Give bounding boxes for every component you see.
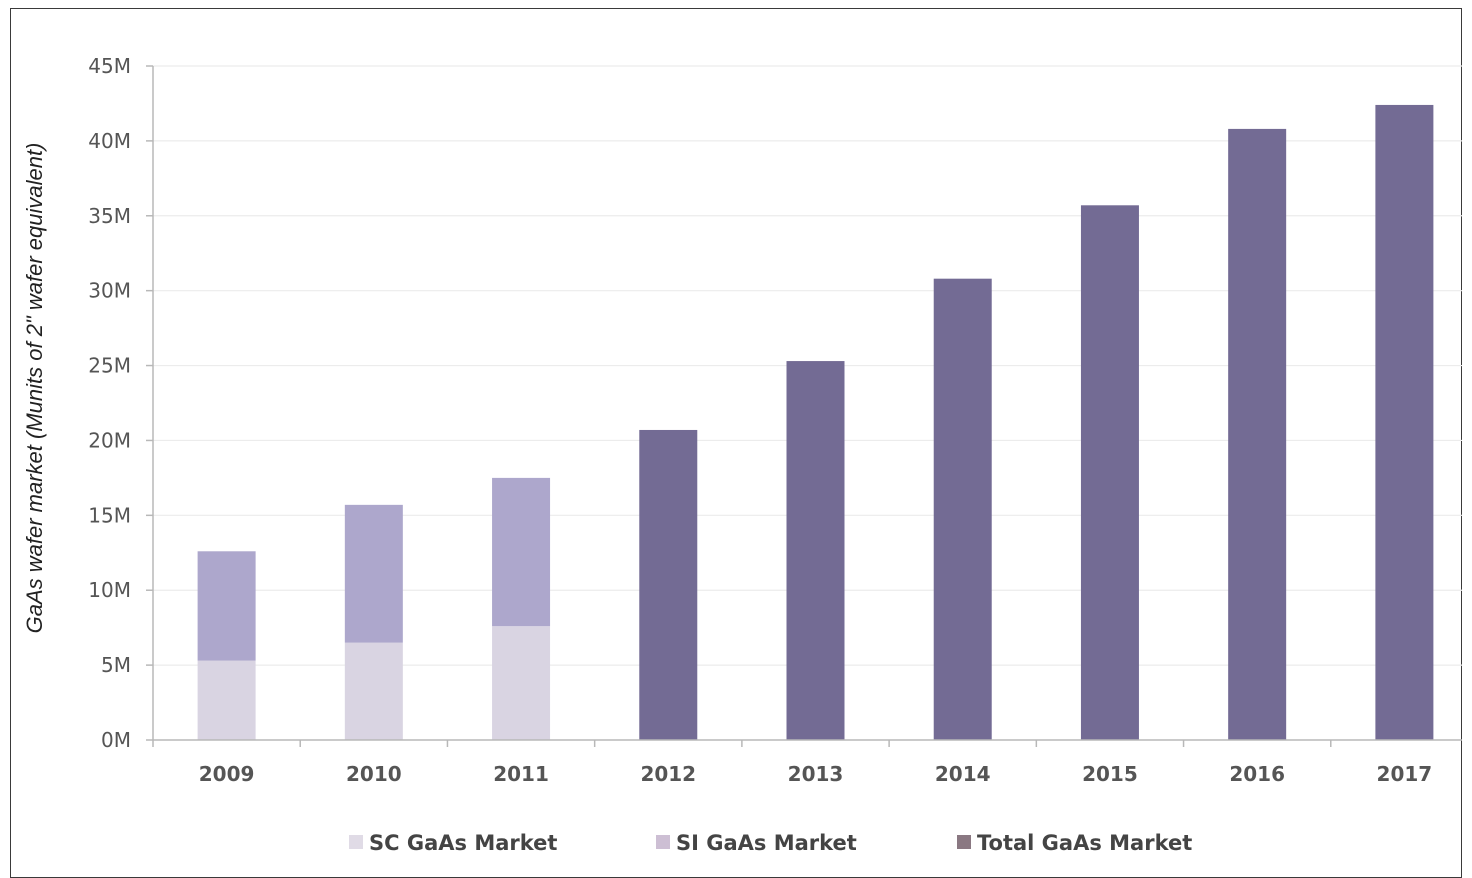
bar-sc-gaas-market-2011 [492,626,551,740]
y-tick-label: 45M [88,54,131,78]
bar-total-gaas-market-2012 [639,429,698,740]
x-tick-labels: 2009 2010 2011 2012 2013 2014 2015 2016 2017 [199,762,1432,786]
bar-si-gaas-market-2011 [492,477,551,627]
bar-si-gaas-market-2009 [197,551,256,661]
y-tick-label: 30M [88,279,131,303]
x-tick-label: 2011 [493,762,549,786]
legend-label: SC GaAs Market [369,831,557,855]
legend-swatch [957,835,971,849]
bar-total-gaas-market-2015 [1080,205,1139,740]
y-tick-label: 5M [101,653,131,677]
y-tick-label: 0M [101,728,131,752]
axes [146,65,1462,747]
y-axis-title: GaAs wafer market (Munits of 2" wafer eq… [22,143,47,634]
x-tick-label: 2012 [640,762,696,786]
y-tick-labels: 0M 5M 10M 15M 20M 25M 30M 35M 40M 45M [88,54,131,752]
bars [197,104,1434,741]
legend-label: SI GaAs Market [676,831,857,855]
y-tick-label: 40M [88,129,131,153]
bar-sc-gaas-market-2009 [197,660,256,740]
bar-sc-gaas-market-2010 [344,642,403,740]
x-tick-label: 2013 [788,762,844,786]
legend-swatch [349,835,363,849]
bar-si-gaas-market-2010 [344,504,403,643]
y-tick-label: 10M [88,578,131,602]
y-tick-label: 25M [88,354,131,378]
y-tick-label: 15M [88,503,131,527]
legend: SC GaAs Market SI GaAs Market Total GaAs M… [349,831,1192,855]
bar-total-gaas-market-2013 [786,361,845,740]
x-tick-label: 2009 [199,762,255,786]
legend-label: Total GaAs Market [977,831,1192,855]
legend-swatch [656,835,670,849]
x-tick-label: 2010 [346,762,402,786]
x-tick-label: 2017 [1377,762,1433,786]
y-tick-label: 35M [88,204,131,228]
x-tick-label: 2015 [1082,762,1138,786]
x-tick-label: 2016 [1229,762,1285,786]
y-tick-label: 20M [88,428,131,452]
x-tick-label: 2014 [935,762,991,786]
bar-total-gaas-market-2016 [1228,128,1287,740]
bar-total-gaas-market-2014 [933,278,992,740]
bar-total-gaas-market-2017 [1375,104,1434,741]
